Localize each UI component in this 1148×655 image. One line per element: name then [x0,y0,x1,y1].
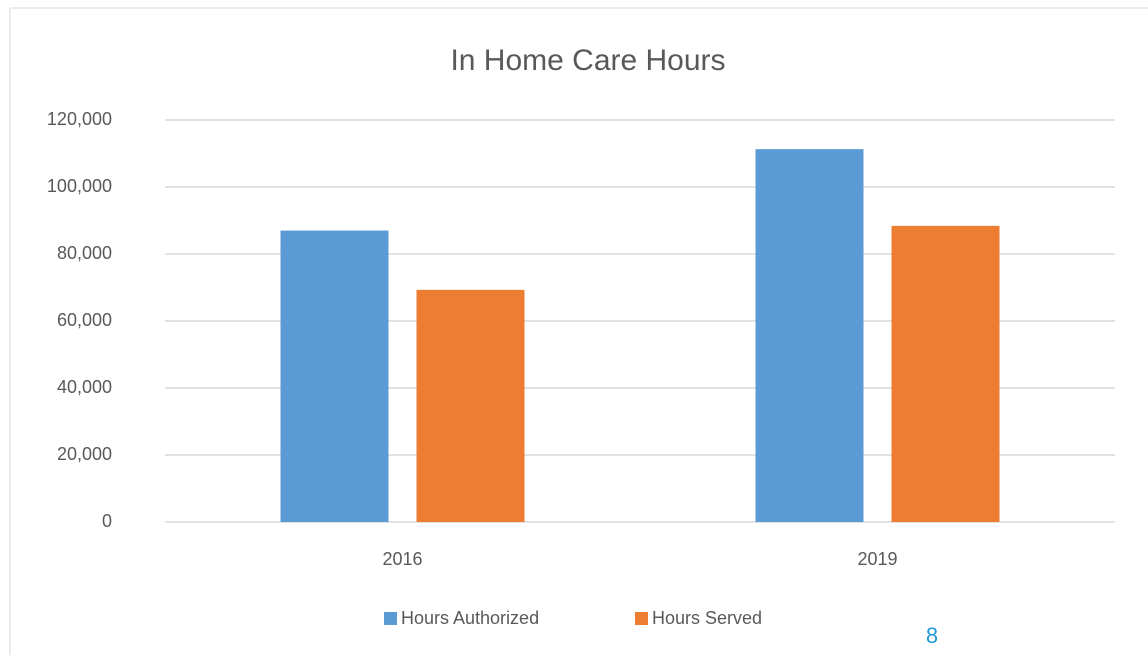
legend-swatch [384,612,397,625]
y-tick-label: 20,000 [57,444,112,464]
bar [416,289,525,522]
y-tick-label: 80,000 [57,243,112,263]
legend-label: Hours Served [652,608,762,628]
bar [755,149,864,522]
bar [280,230,389,523]
chart-title: In Home Care Hours [450,44,725,77]
y-tick-label: 0 [102,511,112,531]
x-tick-label: 2016 [382,549,422,569]
bar [891,225,1000,523]
y-tick-label: 120,000 [47,109,112,129]
y-tick-label: 60,000 [57,310,112,330]
y-tick-label: 40,000 [57,377,112,397]
page-number: 8 [926,623,938,648]
y-tick-label: 100,000 [47,176,112,196]
legend-swatch [635,612,648,625]
legend-label: Hours Authorized [401,608,539,628]
x-tick-label: 2019 [857,549,897,569]
